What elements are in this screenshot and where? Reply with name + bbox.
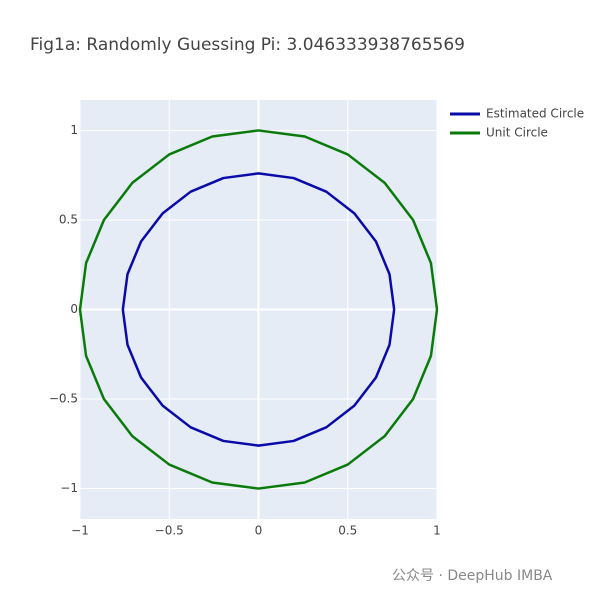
y-tick-label: 0.5 [59,212,78,226]
x-tick-label: 1 [433,524,441,538]
x-tick-label: 0 [255,524,263,538]
y-tick-label: 1 [70,123,78,137]
y-tick-label: −0.5 [49,392,78,406]
y-tick-label: 0 [70,302,78,316]
watermark: 公众号 · DeepHub IMBA [392,568,553,584]
legend-label: Unit Circle [486,126,548,140]
chart-title: Fig1a: Randomly Guessing Pi: 3.046333938… [30,35,465,55]
series-line [121,172,396,447]
x-tick-label: 0.5 [338,524,357,538]
series-line [78,129,439,490]
y-tick-label: −1 [60,481,78,495]
x-tick-label: −0.5 [155,524,184,538]
legend-label: Estimated Circle [486,107,584,121]
x-tick-label: −1 [71,524,89,538]
